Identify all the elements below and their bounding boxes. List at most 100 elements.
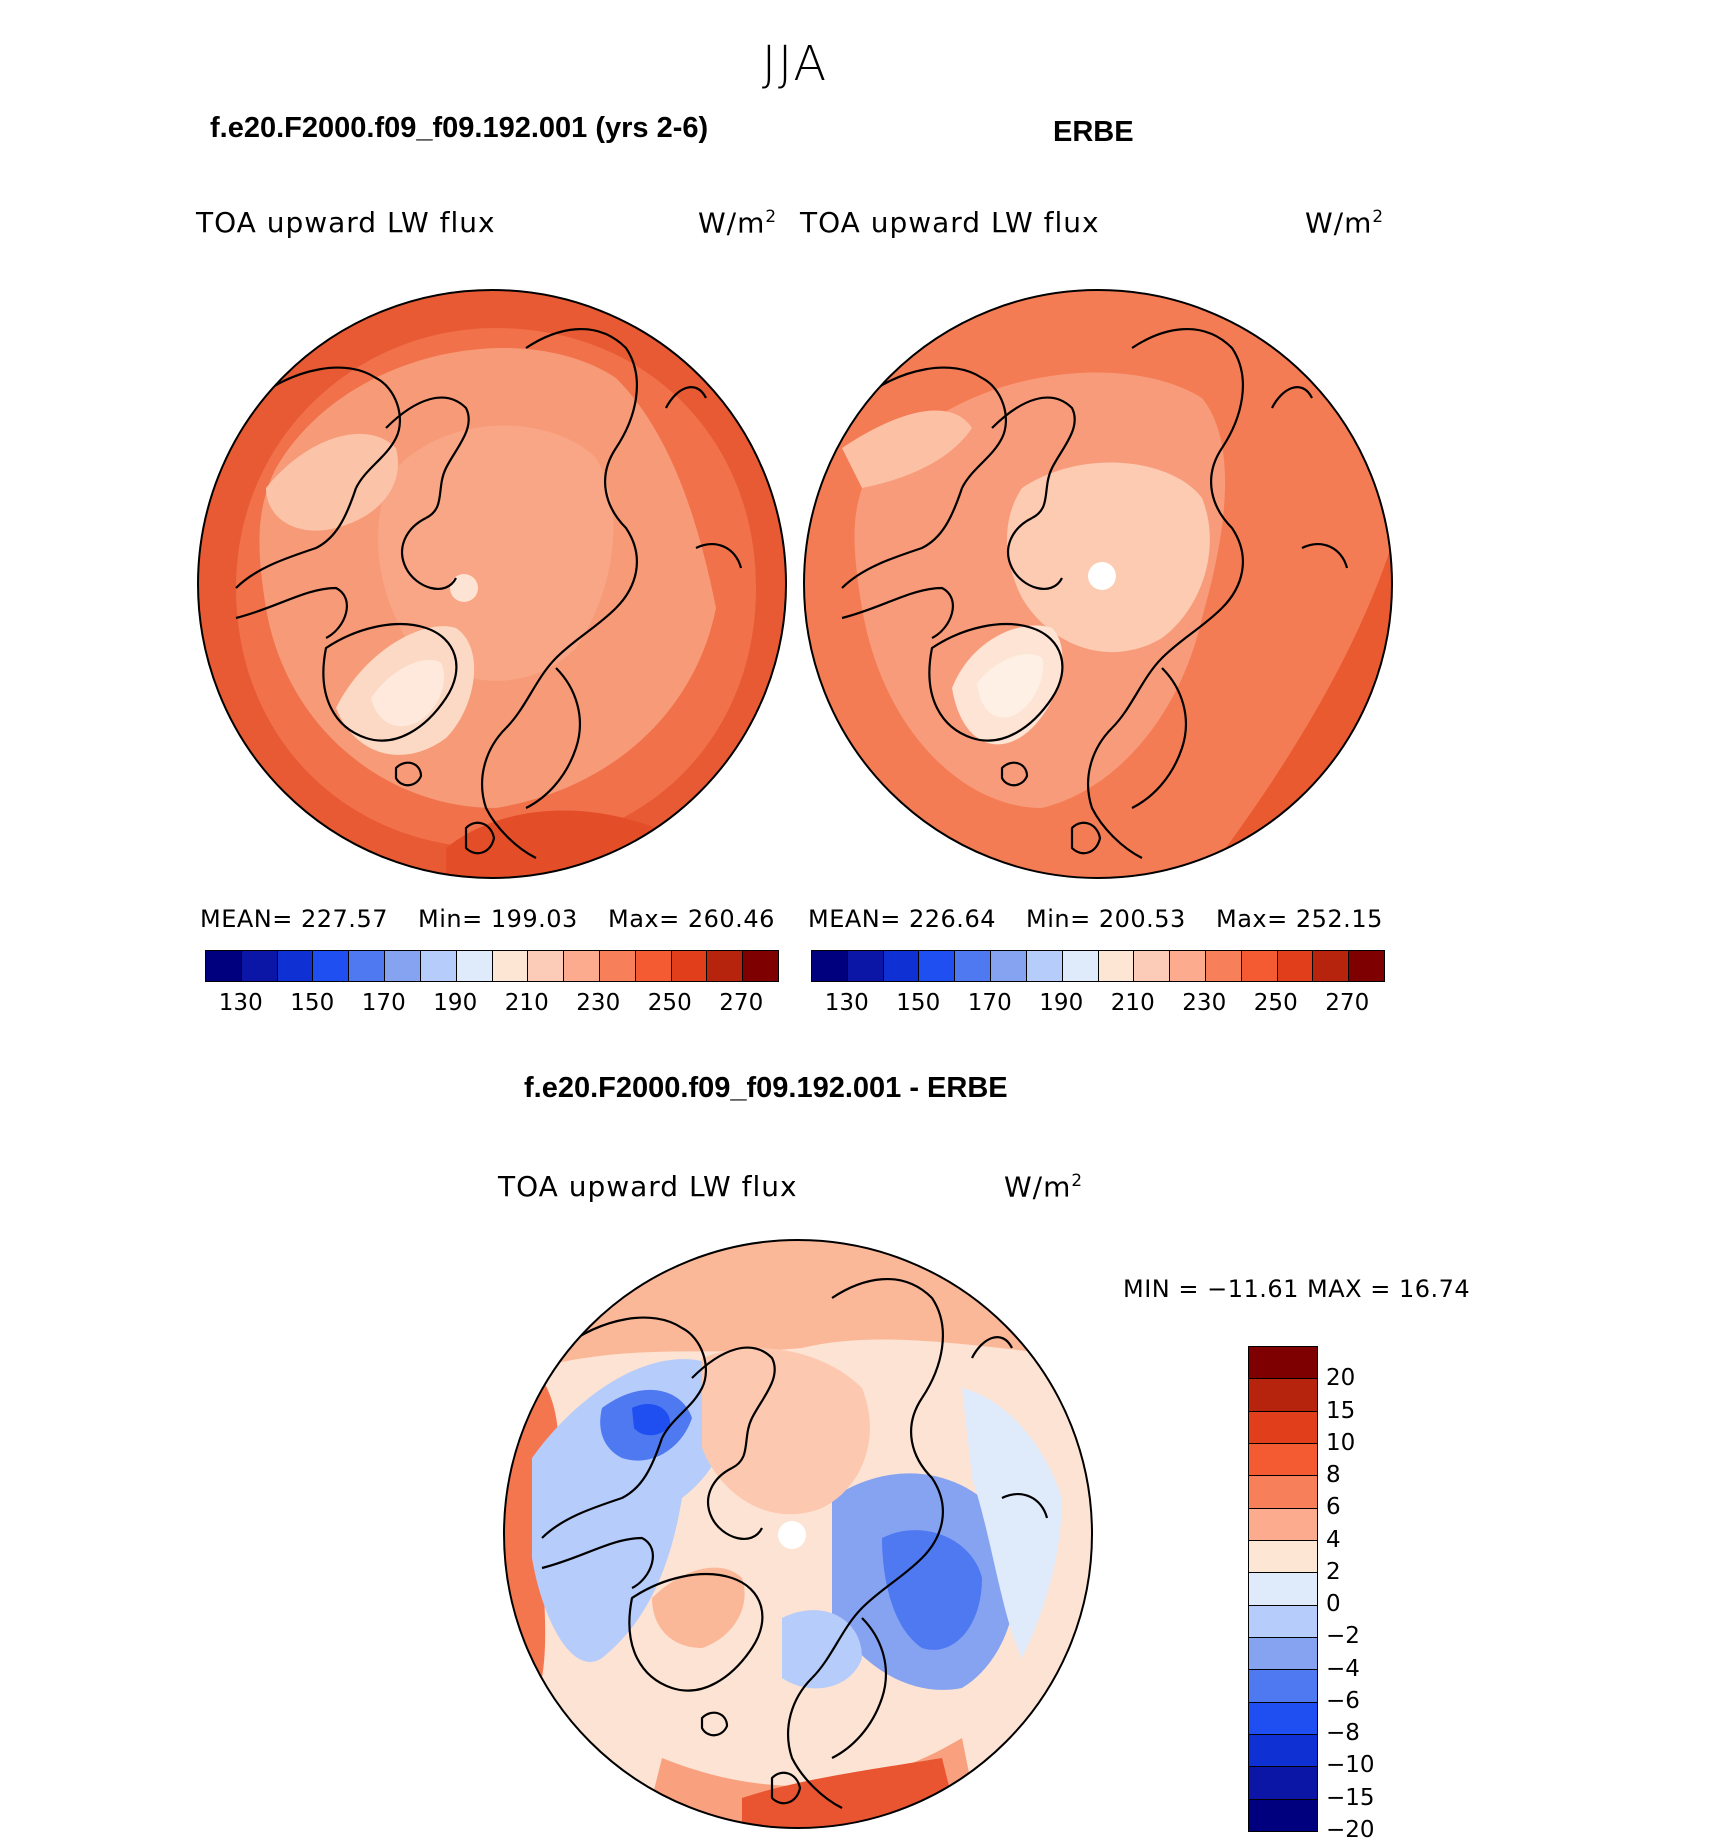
model-colorbar-tick-label: 210	[504, 990, 549, 1016]
season-title: JJA	[761, 36, 829, 92]
obs-colorbar-swatch	[1097, 951, 1134, 981]
model-colorbar-tick-label: 250	[647, 990, 692, 1016]
obs-colorbar-swatch	[1312, 951, 1349, 981]
diff-panel-title: f.e20.F2000.f09_f09.192.001 - ERBE	[524, 1072, 1008, 1104]
model-colorbar-swatch	[598, 951, 635, 981]
diff-minmax-stat: MIN = −11.61 MAX = 16.74	[1123, 1275, 1471, 1303]
diff-variable-label: TOA upward LW flux	[498, 1170, 798, 1203]
obs-colorbar-tick-label: 270	[1325, 990, 1370, 1016]
obs-max-stat: Max= 252.15	[1216, 905, 1383, 933]
model-min-stat: Min= 199.03	[418, 905, 578, 933]
diff-colorbar-swatch	[1249, 1604, 1317, 1637]
diff-colorbar-swatch	[1249, 1410, 1317, 1443]
obs-field-canada-band	[842, 410, 972, 488]
obs-colorbar	[811, 950, 1385, 982]
diff-colorbar-swatch	[1249, 1539, 1317, 1573]
obs-colorbar-tick-label: 250	[1253, 990, 1298, 1016]
diff-colorbar-swatch	[1249, 1798, 1317, 1831]
diff-colorbar-tick-label: 4	[1326, 1526, 1341, 1553]
diff-colorbar-swatch	[1249, 1347, 1317, 1379]
model-colorbar	[205, 950, 779, 982]
obs-colorbar-swatch	[1348, 951, 1384, 981]
diff-colorbar-swatch	[1249, 1442, 1317, 1476]
obs-colorbar-swatch	[846, 951, 883, 981]
diff-colorbar-tick-label: −20	[1326, 1817, 1375, 1843]
model-colorbar-swatch	[706, 951, 743, 981]
diff-colorbar-tick-label: 2	[1326, 1558, 1341, 1585]
obs-colorbar-swatch	[918, 951, 955, 981]
obs-colorbar-swatch	[882, 951, 919, 981]
obs-colorbar-swatch	[1133, 951, 1170, 981]
model-colorbar-tick-label: 270	[719, 990, 764, 1016]
obs-colorbar-swatch	[1276, 951, 1313, 981]
model-colorbar-swatch	[527, 951, 564, 981]
model-variable-label: TOA upward LW flux	[196, 206, 496, 239]
obs-colorbar-swatch	[1061, 951, 1098, 981]
diff-field-siberia-cold	[882, 1530, 982, 1650]
diff-colorbar	[1248, 1346, 1318, 1832]
obs-colorbar-tick-label: 130	[824, 990, 869, 1016]
diff-colorbar-swatch	[1249, 1636, 1317, 1670]
obs-colorbar-swatch	[1204, 951, 1241, 981]
obs-colorbar-tick-label: 210	[1110, 990, 1155, 1016]
model-colorbar-swatch	[455, 951, 492, 981]
model-field-greenland-core	[371, 659, 445, 727]
model-colorbar-swatch	[240, 951, 277, 981]
model-colorbar-swatch	[419, 951, 456, 981]
diff-colorbar-swatch	[1249, 1701, 1317, 1734]
model-colorbar-swatch	[634, 951, 671, 981]
diff-polar-map	[503, 1239, 1093, 1829]
diff-colorbar-swatch	[1249, 1475, 1317, 1508]
diff-colorbar-tick-label: −4	[1326, 1655, 1360, 1682]
diff-colorbar-swatch	[1249, 1378, 1317, 1411]
diff-field-greenland-warm	[652, 1567, 745, 1648]
model-panel-title: f.e20.F2000.f09_f09.192.001 (yrs 2-6)	[210, 112, 709, 144]
model-mean-stat: MEAN= 227.57	[200, 905, 388, 933]
diff-colorbar-swatch	[1249, 1507, 1317, 1540]
diff-colorbar-tick-label: −15	[1326, 1784, 1375, 1811]
model-colorbar-tick-label: 230	[576, 990, 621, 1016]
model-colorbar-swatch	[742, 951, 778, 981]
diff-colorbar-tick-label: −2	[1326, 1623, 1360, 1650]
model-colorbar-swatch	[276, 951, 313, 981]
obs-colorbar-swatch	[1240, 951, 1277, 981]
obs-coastlines	[841, 327, 1349, 859]
diff-colorbar-tick-label: −6	[1326, 1687, 1360, 1714]
diff-field-arctic-warm	[702, 1348, 870, 1515]
model-colorbar-tick-label: 170	[361, 990, 406, 1016]
diff-colorbar-tick-label: 8	[1326, 1462, 1341, 1489]
model-colorbar-ticks: 130 150 170 190 210 230 250 270	[205, 990, 777, 1020]
diff-colorbar-tick-label: −8	[1326, 1720, 1360, 1747]
model-max-stat: Max= 260.46	[608, 905, 775, 933]
obs-min-stat: Min= 200.53	[1026, 905, 1186, 933]
diff-colorbar-tick-label: −10	[1326, 1752, 1375, 1779]
obs-field-greenland-core	[977, 654, 1043, 718]
diff-colorbar-swatch	[1249, 1572, 1317, 1605]
obs-colorbar-swatch	[1169, 951, 1205, 981]
model-field-canada	[266, 433, 398, 531]
obs-colorbar-swatch	[990, 951, 1026, 981]
obs-variable-label: TOA upward LW flux	[800, 206, 1100, 239]
model-field-arctic	[377, 425, 614, 681]
diff-field-canada-colder	[632, 1404, 671, 1436]
obs-polar-map	[803, 289, 1393, 879]
obs-units-label: W/m2	[1305, 206, 1385, 240]
obs-colorbar-swatch	[1025, 951, 1062, 981]
diff-colorbar-swatch	[1249, 1669, 1317, 1702]
diff-colorbar-tick-label: 20	[1326, 1365, 1356, 1392]
model-coastlines	[235, 327, 743, 859]
diff-colorbar-swatch	[1249, 1766, 1317, 1799]
obs-colorbar-tick-label: 170	[967, 990, 1012, 1016]
obs-colorbar-swatch	[954, 951, 991, 981]
model-colorbar-tick-label: 150	[290, 990, 335, 1016]
obs-colorbar-tick-label: 190	[1039, 990, 1084, 1016]
model-colorbar-tick-label: 190	[433, 990, 478, 1016]
diff-coastlines	[541, 1277, 1049, 1809]
model-colorbar-tick-label: 130	[218, 990, 263, 1016]
diff-colorbar-tick-label: 6	[1326, 1494, 1341, 1521]
obs-field-arctic	[1007, 462, 1210, 653]
diff-field-europe-cool	[782, 1610, 862, 1689]
obs-panel-title: ERBE	[1053, 116, 1134, 148]
model-field-pole-patch	[450, 574, 478, 602]
model-colorbar-swatch	[563, 951, 599, 981]
